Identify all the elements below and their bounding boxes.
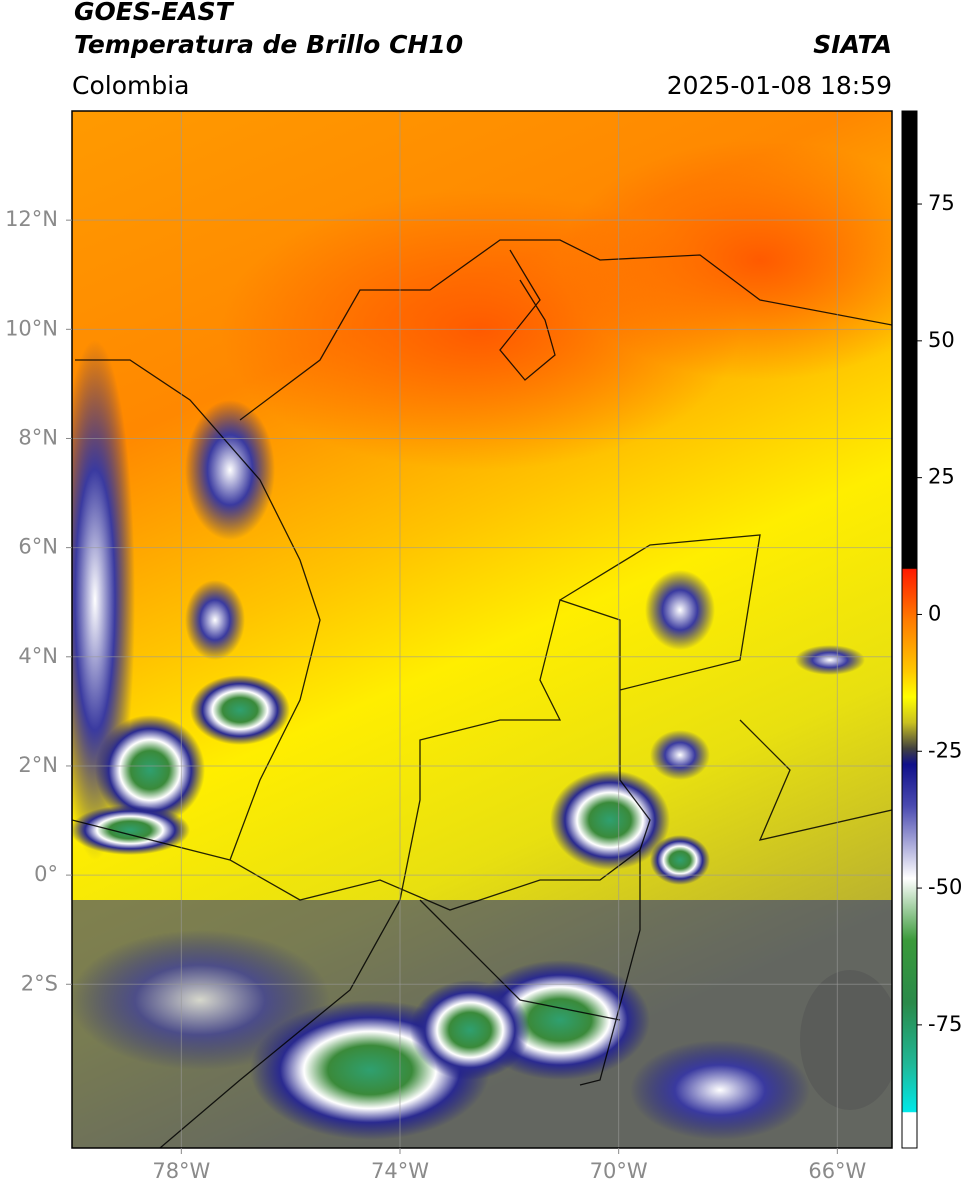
- x-tick-label: 66°W: [808, 1159, 866, 1183]
- y-tick-label: 12°N: [5, 207, 58, 231]
- y-tick-label: 2°N: [18, 753, 58, 777]
- y-tick-label: 4°N: [18, 644, 58, 668]
- colorbar-tick-label: 25: [928, 465, 955, 489]
- y-tick-label: 6°N: [18, 535, 58, 559]
- satellite-image: [72, 111, 892, 1148]
- y-tick-label: 2°S: [21, 971, 58, 995]
- source: SIATA: [813, 30, 892, 59]
- colorbar-tick-label: -25: [928, 738, 962, 762]
- title: GOES-EAST: [74, 0, 235, 26]
- timestamp: 2025-01-08 18:59: [667, 71, 892, 100]
- x-tick-label: 74°W: [371, 1159, 429, 1183]
- x-tick-label: 70°W: [590, 1159, 648, 1183]
- colorbar-tick-label: 0: [928, 601, 941, 625]
- y-tick-label: 0°: [34, 862, 58, 886]
- region: Colombia: [72, 71, 189, 100]
- colorbar-tick-label: 75: [928, 191, 955, 215]
- y-tick-label: 8°N: [18, 425, 58, 449]
- grid: [72, 111, 892, 1148]
- colorbar-tick-label: -50: [928, 875, 962, 899]
- colorbar-tick-label: -75: [928, 1012, 962, 1036]
- colorbar-tick-label: 50: [928, 328, 955, 352]
- map-frame: [71, 110, 893, 1149]
- subtitle: Temperatura de Brillo CH10: [74, 30, 463, 59]
- colorbar: [901, 110, 918, 1149]
- y-tick-label: 10°N: [5, 316, 58, 340]
- x-tick-label: 78°W: [152, 1159, 210, 1183]
